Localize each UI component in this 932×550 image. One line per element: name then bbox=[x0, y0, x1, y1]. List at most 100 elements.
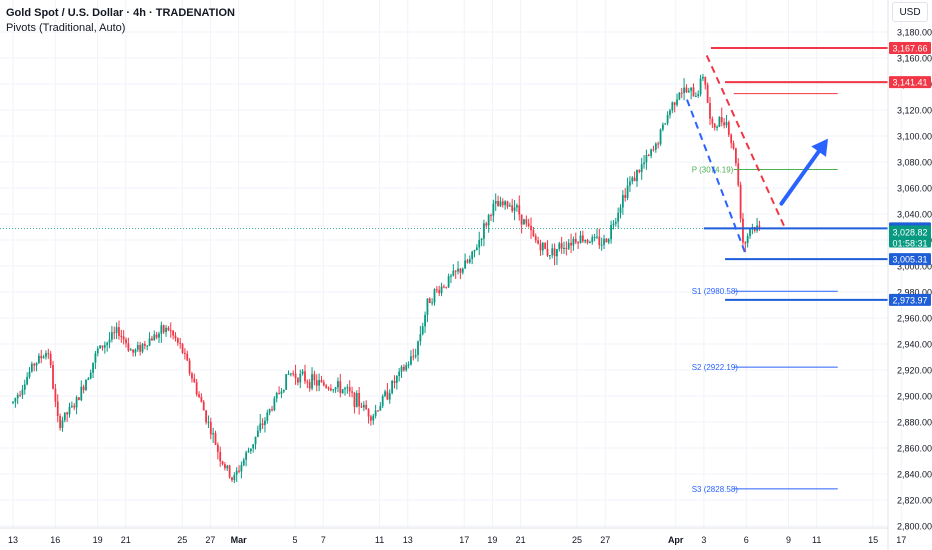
candle-body bbox=[52, 365, 54, 389]
candle-body bbox=[579, 235, 582, 244]
red-trendline[interactable] bbox=[705, 54, 787, 231]
y-tick-label: 2,860.00 bbox=[897, 444, 932, 454]
level-price-tag bbox=[889, 293, 931, 306]
candle-body bbox=[275, 393, 278, 399]
candle-body bbox=[558, 243, 561, 250]
candle-body bbox=[198, 394, 200, 397]
candle-body bbox=[577, 242, 580, 244]
candle-body bbox=[209, 421, 212, 435]
candle-body bbox=[35, 362, 38, 366]
candle-body bbox=[485, 223, 488, 226]
candle-body bbox=[414, 355, 417, 357]
candle-body bbox=[162, 325, 165, 333]
candle-body bbox=[59, 416, 61, 428]
candle-body bbox=[282, 389, 285, 392]
indicator-label[interactable]: Pivots (Traditional, Auto) bbox=[6, 22, 126, 34]
candle-body bbox=[21, 389, 24, 396]
candle-body bbox=[730, 134, 733, 144]
current-price-tag bbox=[889, 225, 931, 248]
blue-trendline[interactable] bbox=[686, 99, 748, 256]
candle-body bbox=[181, 343, 184, 353]
current-price-text: 3,028.82 bbox=[892, 228, 927, 238]
y-tick-label: 2,800.00 bbox=[897, 522, 932, 532]
candle-body bbox=[61, 420, 64, 428]
candle-body bbox=[643, 162, 645, 165]
candle-body bbox=[125, 339, 127, 344]
symbol-title[interactable]: Gold Spot / U.S. Dollar · 4h · TRADENATI… bbox=[6, 7, 235, 19]
candle-body bbox=[749, 229, 751, 236]
candle-body bbox=[525, 219, 528, 224]
candle-body bbox=[165, 327, 167, 333]
currency-button[interactable]: USD bbox=[892, 2, 928, 22]
candle-body bbox=[636, 169, 638, 182]
candle-body bbox=[271, 409, 273, 411]
candle-body bbox=[466, 260, 469, 263]
x-tick-label: 7 bbox=[321, 535, 326, 545]
candle-body bbox=[652, 149, 655, 151]
candle-body bbox=[337, 381, 339, 388]
candle-body bbox=[527, 223, 530, 226]
candle-body bbox=[66, 412, 69, 415]
candle-body bbox=[683, 87, 685, 94]
x-tick-label: 16 bbox=[50, 535, 60, 545]
candle-body bbox=[365, 404, 368, 410]
candle-body bbox=[626, 185, 629, 198]
candle-body bbox=[96, 348, 99, 354]
candle-body bbox=[101, 345, 104, 348]
candle-body bbox=[742, 218, 744, 243]
candle-body bbox=[494, 201, 497, 204]
candle-body bbox=[544, 242, 547, 249]
candle-body bbox=[586, 239, 589, 243]
up-arrow-shaft[interactable] bbox=[779, 149, 821, 206]
candle-body bbox=[692, 87, 695, 97]
candle-body bbox=[174, 335, 177, 339]
candle-body bbox=[172, 330, 175, 336]
y-tick-label: 2,960.00 bbox=[897, 314, 932, 324]
candle-body bbox=[661, 124, 664, 130]
y-tick-label: 3,060.00 bbox=[897, 184, 932, 194]
candle-body bbox=[617, 212, 620, 222]
candle-body bbox=[28, 371, 31, 377]
candle-body bbox=[179, 342, 182, 344]
x-tick-label: 25 bbox=[177, 535, 187, 545]
candle-body bbox=[160, 325, 163, 334]
level-price-tag bbox=[889, 253, 931, 266]
candle-body bbox=[713, 123, 716, 128]
candle-body bbox=[438, 290, 441, 294]
candle-body bbox=[421, 326, 424, 335]
candle-body bbox=[723, 122, 726, 126]
level-price-tag bbox=[889, 42, 931, 55]
candle-body bbox=[134, 349, 137, 353]
candle-body bbox=[12, 401, 14, 403]
candle-body bbox=[40, 355, 43, 359]
candle-body bbox=[600, 244, 603, 246]
candle-body bbox=[233, 474, 236, 481]
candle-body bbox=[483, 223, 485, 239]
candle-body bbox=[400, 366, 403, 372]
candle-body bbox=[551, 248, 554, 256]
candle-body bbox=[530, 225, 532, 231]
candle-body bbox=[532, 230, 535, 236]
y-tick-label: 3,100.00 bbox=[897, 132, 932, 142]
up-arrow-head[interactable] bbox=[811, 138, 828, 157]
level-price-text: 3,167.66 bbox=[892, 44, 927, 54]
candle-body bbox=[16, 394, 19, 399]
candle-body bbox=[320, 379, 323, 383]
candle-body bbox=[567, 242, 570, 249]
candle-body bbox=[388, 393, 391, 400]
candle-body bbox=[666, 114, 669, 124]
candle-body bbox=[56, 401, 59, 417]
candle-body bbox=[560, 243, 563, 249]
candle-body bbox=[746, 235, 749, 244]
candle-body bbox=[195, 382, 198, 395]
candle-body bbox=[158, 333, 160, 338]
candle-body bbox=[534, 235, 537, 241]
candle-body bbox=[259, 423, 262, 431]
candle-body bbox=[417, 341, 419, 356]
candle-body bbox=[431, 302, 434, 304]
y-tick-label: 2,980.00 bbox=[897, 288, 932, 298]
candle-body bbox=[143, 343, 146, 346]
candle-body bbox=[254, 436, 257, 445]
